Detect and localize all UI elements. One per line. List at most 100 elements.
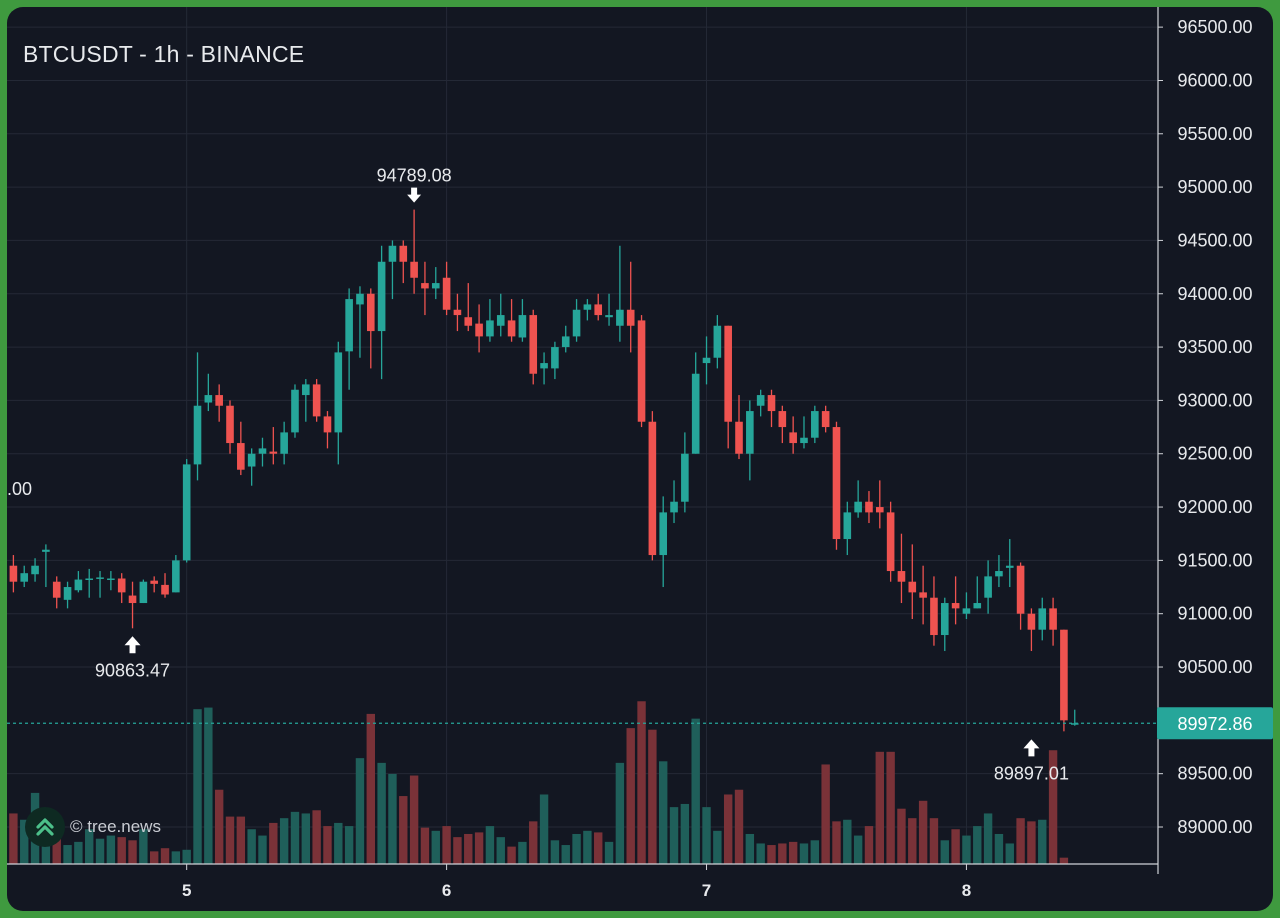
volume-bar	[626, 728, 635, 864]
volume-bar	[788, 841, 798, 864]
current-price-badge	[1157, 707, 1273, 740]
candle-body	[919, 592, 927, 598]
volume-bar	[843, 819, 852, 864]
volume-bar	[258, 835, 267, 864]
candle-body	[410, 261, 418, 278]
candle-body	[659, 512, 667, 556]
volume-bar	[85, 829, 94, 864]
volume-bar	[9, 813, 18, 864]
candle-body	[616, 309, 624, 326]
candle-body	[312, 384, 321, 417]
candle-body	[150, 580, 158, 584]
y-tick-label: 94500.00	[1177, 230, 1252, 250]
candle-body	[291, 389, 299, 433]
volume-bar	[680, 803, 690, 864]
candle-body	[1027, 613, 1036, 630]
volume-bar	[20, 819, 29, 864]
y-tick-label: 92000.00	[1177, 497, 1252, 517]
candle-body	[529, 315, 538, 374]
volume-bar	[182, 849, 191, 864]
volume-bar	[474, 832, 484, 864]
candle-body	[572, 309, 581, 337]
candle-body	[811, 411, 819, 438]
y-tick-label: 95000.00	[1177, 177, 1252, 197]
volume-bar	[615, 762, 625, 864]
volume-bar	[453, 837, 462, 864]
y-tick-label: 92500.00	[1177, 444, 1252, 464]
candle-body	[269, 451, 278, 454]
volume-bar	[951, 829, 960, 864]
volume-bar	[832, 821, 841, 864]
high-price-label: 94789.08	[377, 166, 452, 186]
candle-body	[399, 245, 408, 262]
volume-bar	[875, 751, 884, 864]
y-tick-label: 89500.00	[1177, 764, 1252, 784]
y-tick-label: 93500.00	[1177, 337, 1252, 357]
volume-bar	[225, 816, 235, 864]
candle-body	[431, 283, 440, 289]
volume-bar	[691, 718, 700, 864]
candle-body	[247, 453, 256, 467]
candle-body	[735, 421, 743, 454]
candle-body	[984, 576, 992, 598]
volume-bar	[810, 840, 820, 864]
candle-body	[74, 579, 83, 591]
candle-body	[52, 581, 61, 598]
volume-bar	[399, 796, 408, 864]
candle-body	[496, 315, 505, 326]
candle-body	[237, 443, 245, 470]
candle-body	[85, 578, 94, 581]
candle-body	[1049, 608, 1057, 630]
left-edge-label: .00	[7, 479, 32, 499]
volume-bar	[940, 840, 949, 864]
volume-bar	[853, 835, 863, 864]
volume-bar	[269, 822, 278, 864]
volume-bar	[160, 848, 170, 864]
volume-bar	[604, 841, 614, 864]
candle-body	[551, 347, 559, 369]
candle-body	[345, 299, 353, 352]
candle-body	[930, 597, 938, 636]
candle-body	[940, 603, 949, 636]
candle-body	[854, 501, 862, 513]
volume-bar	[908, 818, 917, 864]
chart-title: BTCUSDT - 1h - BINANCE	[23, 41, 305, 67]
candle-body	[789, 432, 797, 444]
volume-bar	[388, 773, 397, 864]
candle-body	[204, 395, 213, 403]
volume-bar	[886, 751, 895, 864]
candle-body	[377, 261, 386, 332]
volume-bar	[864, 826, 874, 864]
volume-bar	[539, 794, 549, 864]
volume-bar	[95, 838, 105, 864]
volume-bar	[713, 830, 722, 864]
volume-bar	[377, 762, 386, 864]
volume-bar	[918, 800, 928, 864]
low-price-label: 90863.47	[95, 660, 170, 680]
low-price-label: 89897.01	[994, 763, 1069, 783]
volume-bar	[290, 811, 300, 864]
candle-body	[876, 507, 884, 513]
arrow-up-icon	[1023, 739, 1040, 757]
volume-bar	[236, 816, 246, 864]
candle-body	[486, 320, 494, 337]
volume-bar	[962, 835, 971, 864]
candle-body	[107, 578, 115, 581]
volume-bar	[106, 835, 116, 864]
volume-bar	[149, 851, 159, 864]
volume-bar	[204, 707, 213, 864]
price-chart[interactable]: 96500.00 96000.00 95500.00 95000.00 94500.00…	[7, 7, 1273, 911]
volume-bar	[409, 775, 419, 864]
candle-body	[280, 432, 288, 454]
candle-body	[691, 373, 700, 454]
y-tick-label: 96500.00	[1177, 17, 1252, 37]
x-tick-label: 6	[442, 881, 451, 900]
candle-body	[193, 405, 202, 465]
candle-body	[995, 571, 1003, 577]
candle-body	[96, 577, 104, 579]
volume-bar	[669, 807, 679, 864]
volume-bar	[312, 810, 321, 864]
candle-body	[172, 560, 180, 593]
volume-bar	[117, 837, 126, 864]
volume-bar	[496, 837, 505, 864]
